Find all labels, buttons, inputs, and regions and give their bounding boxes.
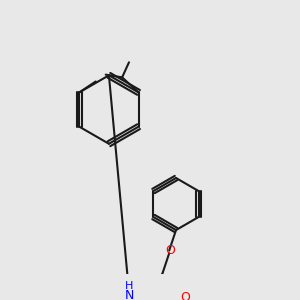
Text: O: O bbox=[166, 244, 176, 257]
Text: O: O bbox=[180, 291, 190, 300]
Text: N: N bbox=[125, 289, 134, 300]
Text: H: H bbox=[125, 281, 134, 291]
